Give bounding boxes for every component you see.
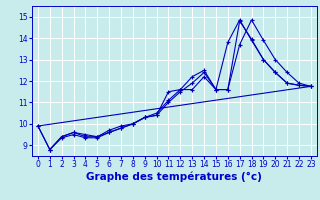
X-axis label: Graphe des températures (°c): Graphe des températures (°c) — [86, 172, 262, 182]
